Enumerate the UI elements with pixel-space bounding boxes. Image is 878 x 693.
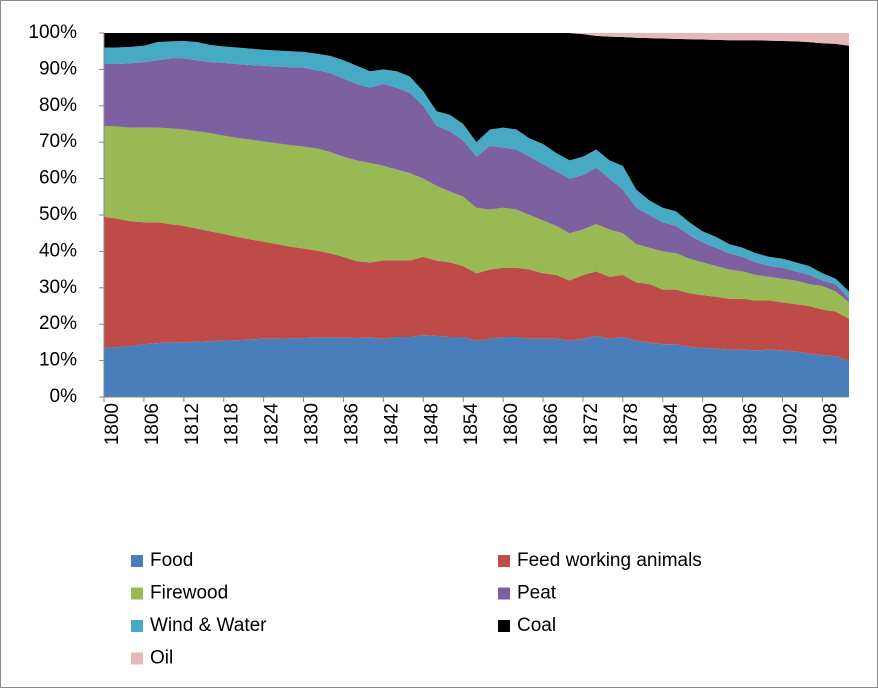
legend-swatch xyxy=(131,620,143,632)
y-tick-label: 50% xyxy=(39,204,77,225)
legend-label: Peat xyxy=(517,583,557,604)
area xyxy=(104,216,849,361)
x-tick-label: 1872 xyxy=(581,403,602,445)
x-tick-label: 1812 xyxy=(182,403,203,445)
legend-swatch xyxy=(131,652,143,665)
x-tick-label: 1818 xyxy=(222,403,243,445)
legend-swatch xyxy=(498,620,510,632)
x-tick-label: 1830 xyxy=(302,403,323,445)
x-tick-label: 1854 xyxy=(461,403,482,446)
x-tick-label: 1824 xyxy=(262,403,283,446)
y-tick-label: 0% xyxy=(50,386,78,407)
legend-swatch xyxy=(498,587,510,600)
y-tick-label: 20% xyxy=(39,313,77,334)
y-tick-label: 80% xyxy=(39,95,77,116)
x-tick-label: 1842 xyxy=(381,403,402,445)
legend-label: Oil xyxy=(150,648,173,669)
y-tick-label: 30% xyxy=(39,277,77,298)
legend-label: Food xyxy=(150,550,193,571)
x-tick-label: 1866 xyxy=(541,403,562,445)
y-tick-label: 70% xyxy=(39,131,77,152)
x-tick-label: 1908 xyxy=(820,403,841,445)
y-tick-label: 60% xyxy=(39,168,77,189)
area xyxy=(104,58,849,303)
x-tick-label: 1860 xyxy=(501,403,522,445)
x-tick-label: 1878 xyxy=(621,403,642,445)
legend-swatch xyxy=(131,587,143,600)
area xyxy=(104,33,849,292)
legend-label: Firewood xyxy=(150,583,228,604)
x-tick-label: 1806 xyxy=(142,403,163,445)
x-tick-label: 1902 xyxy=(780,403,801,445)
x-tick-label: 1848 xyxy=(421,403,442,445)
area xyxy=(104,33,849,46)
legend-label: Wind & Water xyxy=(150,615,267,636)
x-tick-label: 1896 xyxy=(741,403,762,445)
y-tick-label: 100% xyxy=(28,22,77,43)
legend-label: Feed working animals xyxy=(517,550,702,571)
y-tick-label: 10% xyxy=(39,350,77,371)
x-tick-label: 1884 xyxy=(661,403,682,446)
y-tick-label: 90% xyxy=(39,58,77,79)
y-tick-label: 40% xyxy=(39,240,77,261)
area xyxy=(104,335,849,397)
x-tick-label: 1890 xyxy=(701,403,722,445)
legend-swatch xyxy=(131,555,143,567)
legend-swatch xyxy=(498,555,510,567)
x-tick-label: 1800 xyxy=(102,403,123,445)
x-tick-label: 1836 xyxy=(341,403,362,445)
legend-label: Coal xyxy=(517,615,556,636)
area xyxy=(104,125,849,319)
